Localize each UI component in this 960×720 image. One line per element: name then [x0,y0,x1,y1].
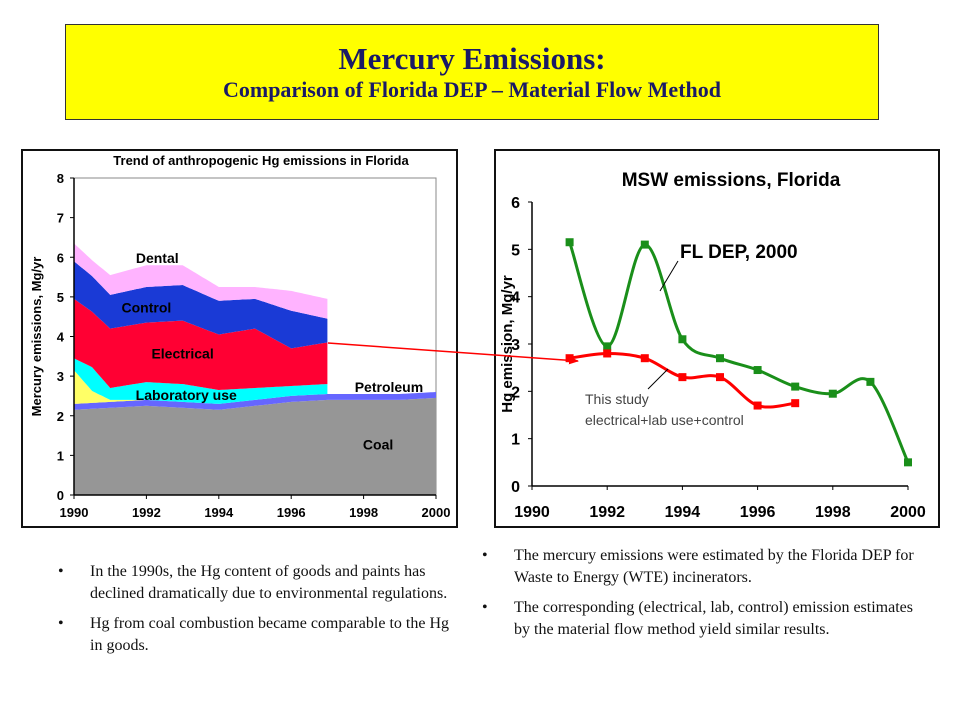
series-annotation: electrical+lab use+control [585,412,744,428]
area-chart-frame: Trend of anthropogenic Hg emissions in F… [21,149,458,528]
y-tick-label: 1 [511,432,520,449]
data-point [828,389,837,398]
data-point [565,354,574,363]
y-tick-label: 0 [511,479,520,496]
annotation-leader [647,368,669,390]
series-line [568,241,910,463]
series-annotation: FL DEP, 2000 [680,242,798,263]
area-other [74,370,328,404]
y-tick-label: 4 [57,330,65,345]
x-tick-label: 1994 [204,505,234,520]
y-tick-label: 4 [511,290,520,307]
data-point [716,354,724,363]
data-point [603,349,612,358]
bullet-dot-icon: • [482,547,488,564]
right-bullet-list: • The mercury emissions were estimated by… [482,545,922,649]
x-tick-label: 1998 [349,505,378,520]
area-control [74,261,328,349]
data-point [678,335,687,344]
bullet-item: • The mercury emissions were estimated by… [482,545,922,589]
data-point [678,373,687,382]
area-label: Coal [363,436,393,452]
bullet-item: • In the 1990s, the Hg content of goods a… [58,561,458,605]
data-point [791,399,800,408]
data-point [640,354,649,363]
area-label: Dental [136,250,179,266]
area-label: Laboratory use [136,387,237,403]
data-point [716,373,724,382]
area-electrical [74,298,328,390]
bullet-dot-icon: • [482,599,488,616]
annotation-leader [659,260,679,292]
bullet-item: • The corresponding (electrical, lab, con… [482,597,922,641]
area-chart: Trend of anthropogenic Hg emissions in F… [29,153,451,520]
y-tick-label: 5 [511,242,520,259]
x-tick-label: 2000 [890,504,926,521]
y-tick-label: 6 [511,195,520,212]
x-tick-label: 1996 [277,505,306,520]
data-point [791,382,800,391]
data-point [753,366,762,375]
y-tick-label: 7 [57,211,64,226]
x-tick-label: 1994 [665,504,701,521]
area-petroleum [74,392,436,410]
area-label: Petroleum [355,379,423,395]
data-point [866,377,875,386]
y-tick-label: 2 [511,384,520,401]
area-label: Control [122,300,172,316]
title-banner: Mercury Emissions: Comparison of Florida… [65,24,879,120]
left-bullet-list: • In the 1990s, the Hg content of goods a… [58,561,458,665]
y-tick-label: 3 [57,369,64,384]
x-tick-label: 1990 [60,505,89,520]
area-dental [74,243,328,319]
data-point [565,238,574,247]
bullet-dot-icon: • [58,615,64,632]
bullet-text: The mercury emissions were estimated by … [514,547,914,586]
data-point [640,240,649,249]
slide-subtitle: Comparison of Florida DEP – Material Flo… [222,77,721,102]
y-tick-label: 5 [57,290,64,305]
y-tick-label: 8 [57,171,64,186]
bullet-dot-icon: • [58,563,64,580]
data-point [753,401,762,410]
data-point [603,342,612,351]
bullet-text: In the 1990s, the Hg content of goods an… [90,563,448,602]
x-tick-label: 1990 [514,504,550,521]
line-chart-frame: MSW emissions, Florida Hg emission, Mg/yr… [494,149,940,528]
x-tick-label: 1992 [589,504,625,521]
x-tick-label: 1992 [132,505,161,520]
chart-title: MSW emissions, Florida [622,170,841,191]
y-tick-label: 0 [57,488,64,503]
y-tick-label: 1 [57,448,64,463]
data-point [904,458,912,467]
area-label: Electrical [151,345,213,361]
x-tick-label: 1998 [815,504,851,521]
y-tick-label: 3 [511,337,520,354]
series-annotation: This study [585,391,649,407]
bullet-item: • Hg from coal combustion became comparab… [58,613,458,657]
y-axis-label: Mercury emissions, Mg/yr [29,257,44,417]
chart-title: Trend of anthropogenic Hg emissions in F… [113,153,409,168]
slide-title: Mercury Emissions: [338,41,606,76]
x-tick-label: 1996 [740,504,776,521]
bullet-text: Hg from coal combustion became comparabl… [90,615,449,654]
area-coal [74,397,436,495]
x-tick-label: 2000 [422,505,451,520]
area-laboratory-use [74,358,328,404]
bullet-text: The corresponding (electrical, lab, cont… [514,599,913,638]
y-tick-label: 2 [57,409,64,424]
y-tick-label: 6 [57,250,64,265]
